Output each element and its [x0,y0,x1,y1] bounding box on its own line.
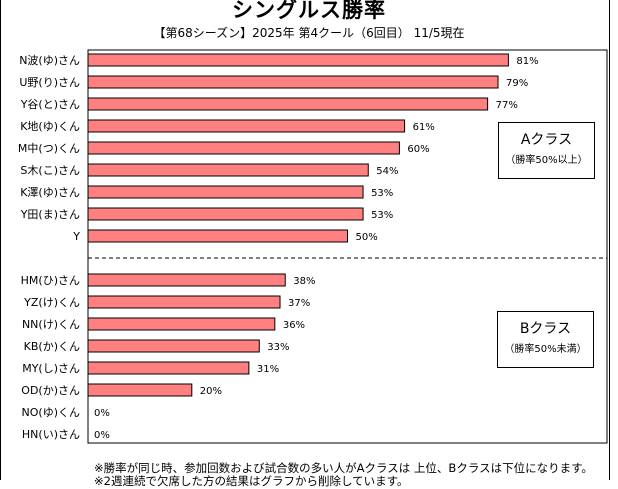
data-label: 36% [283,320,305,331]
bar [87,163,369,177]
category-label: Y谷(と)さん [20,98,80,111]
bar [87,53,509,67]
data-label: 0% [94,430,110,441]
bar [87,383,193,397]
bar [87,339,260,353]
chart-title: シングルス勝率 [232,0,386,22]
data-label: 61% [413,122,435,133]
legend-b-class-description: （勝率50%未満） [504,344,587,355]
footnote-absence-rule: ※2週連続で欠席した方の結果はグラフから削除しています。 [94,474,409,488]
category-label: HM(ひ)さん [21,274,80,287]
category-label: KB(か)くん [24,340,80,353]
category-label: NO(ゆ)くん [22,406,80,419]
category-label: OD(か)さん [21,384,80,397]
category-label: Y田(ま)さん [20,208,80,221]
bar [87,185,364,199]
legend-a-class: Aクラス （勝率50%以上） [498,122,595,179]
legend-b-class: Bクラス （勝率50%未満） [497,311,594,368]
plot-area [87,49,608,444]
bar [87,97,489,111]
bar [87,141,400,155]
category-label: YZ(け)くん [23,296,80,309]
bar [87,295,281,309]
data-label: 53% [371,188,393,199]
data-label: 38% [293,276,315,287]
category-label: S木(こ)さん [20,164,80,177]
legend-b-class-label: Bクラス [519,321,572,337]
data-label: 60% [407,144,429,155]
category-label: Y [72,230,80,243]
bar [87,75,499,89]
category-label: NN(け)くん [22,318,80,331]
bar [87,229,348,243]
bar [87,273,286,287]
bar [87,361,250,375]
data-label: 53% [371,210,393,221]
bar [87,119,406,133]
data-label: 50% [356,232,378,243]
data-label: 54% [376,166,398,177]
bar [87,207,364,221]
category-label: M中(つ)くん [18,142,80,155]
data-label: 33% [267,342,289,353]
data-label: 31% [257,364,279,375]
category-label: MY(し)さん [22,362,80,375]
legend-a-class-label: Aクラス [520,132,573,148]
footnote-tie-rule: ※勝率が同じ時、参加回数および試合数の多い人がAクラスは 上位、Bクラスは下位に… [94,461,593,475]
data-label: 0% [94,408,110,419]
category-label: K澤(ゆ)さん [20,186,80,199]
chart-frame [0,0,610,480]
category-label: N波(ゆ)さん [19,54,80,67]
data-label: 81% [516,56,538,67]
category-label: U野(り)さん [19,76,80,89]
chart-subtitle: 【第68シーズン】2025年 第4クール（6回目） 11/5現在 [153,26,465,40]
data-label: 79% [506,78,528,89]
category-label: HN(い)さん [22,428,80,441]
data-label: 20% [200,386,222,397]
category-label: K地(ゆ)くん [20,120,80,133]
legend-a-class-description: （勝率50%以上） [505,155,588,166]
data-label: 77% [496,100,518,111]
bar [87,317,276,331]
data-label: 37% [288,298,310,309]
